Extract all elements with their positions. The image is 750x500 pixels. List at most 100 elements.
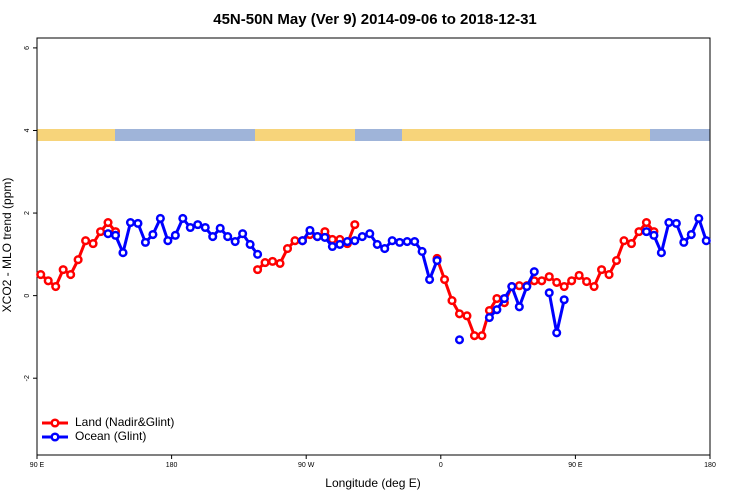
point [410, 236, 420, 247]
point [125, 218, 136, 228]
point [208, 232, 218, 242]
point [611, 255, 622, 266]
x-tick-label: 90 E [568, 462, 583, 469]
point [559, 295, 569, 305]
point [335, 239, 345, 249]
point [133, 218, 143, 228]
land-ocean-strip [37, 129, 710, 141]
point [559, 281, 569, 292]
point [574, 270, 584, 280]
x-tick-label: 90 E [30, 462, 45, 469]
point [193, 220, 203, 230]
x-tick-label: 180 [166, 462, 178, 469]
series-line [107, 214, 708, 334]
legend-label: Land (Nadir&Glint) [75, 415, 174, 429]
point [387, 236, 397, 246]
point [178, 213, 188, 223]
legend-marker [50, 432, 60, 442]
x-tick-label: 180 [704, 462, 716, 469]
point [694, 213, 704, 223]
point [230, 236, 240, 247]
point [641, 227, 651, 237]
point [58, 265, 68, 275]
point [357, 232, 367, 242]
y-tick-label: 2 [24, 211, 31, 215]
point [215, 223, 225, 233]
point [253, 249, 263, 259]
point [148, 229, 158, 240]
point [484, 305, 494, 316]
point [432, 255, 442, 266]
y-tick-label: 0 [24, 294, 31, 298]
point [462, 311, 472, 321]
point [350, 236, 360, 246]
point [365, 229, 375, 239]
y-tick-label: -2 [24, 375, 31, 381]
land-strip [402, 129, 650, 141]
point [297, 236, 308, 246]
point [529, 267, 539, 277]
point [223, 232, 233, 242]
point [253, 265, 263, 275]
point [155, 213, 165, 223]
point [51, 281, 61, 292]
point [238, 229, 248, 239]
x-tick-label: 90 W [298, 462, 315, 469]
point [268, 256, 278, 266]
point [342, 236, 352, 247]
point [43, 276, 53, 286]
point [73, 255, 83, 265]
point [110, 230, 121, 240]
point [312, 232, 322, 242]
point [656, 248, 666, 258]
point [619, 236, 629, 246]
point [634, 227, 644, 237]
y-tick-label: 4 [24, 128, 31, 132]
point [679, 237, 689, 247]
point [447, 296, 457, 306]
point [492, 293, 502, 304]
point [350, 220, 360, 230]
point [544, 288, 554, 298]
point [118, 248, 128, 258]
point [552, 277, 562, 287]
point [664, 218, 674, 228]
y-tick-label: 6 [24, 46, 31, 50]
x-axis-label: Longitude (deg E) [325, 476, 420, 490]
point [395, 237, 405, 247]
point [597, 265, 607, 275]
point [544, 272, 554, 282]
chart-title: 45N-50N May (Ver 9) 2014-09-06 to 2018-1… [213, 11, 537, 28]
x-tick-label: 0 [439, 462, 443, 469]
point [649, 230, 659, 240]
point [320, 232, 330, 242]
point [245, 239, 255, 249]
land-strip [37, 129, 115, 141]
point [103, 229, 113, 239]
point [492, 305, 502, 315]
legend-marker [50, 418, 60, 428]
point [327, 241, 337, 252]
point [439, 274, 450, 285]
point [522, 281, 532, 292]
y-axis-label: XCO2 - MLO trend (ppm) [0, 178, 14, 313]
point [417, 246, 427, 257]
point [582, 277, 592, 287]
point [499, 293, 509, 304]
point [305, 225, 315, 235]
point [66, 270, 76, 280]
point [552, 328, 562, 338]
point [507, 281, 517, 292]
point [140, 237, 150, 247]
point [88, 239, 98, 249]
land-strip [255, 129, 355, 141]
point [36, 270, 46, 280]
point [514, 281, 524, 291]
point [626, 239, 637, 249]
point [185, 222, 195, 233]
point [641, 218, 651, 228]
point [103, 218, 113, 228]
point [537, 276, 547, 286]
point [477, 331, 487, 341]
